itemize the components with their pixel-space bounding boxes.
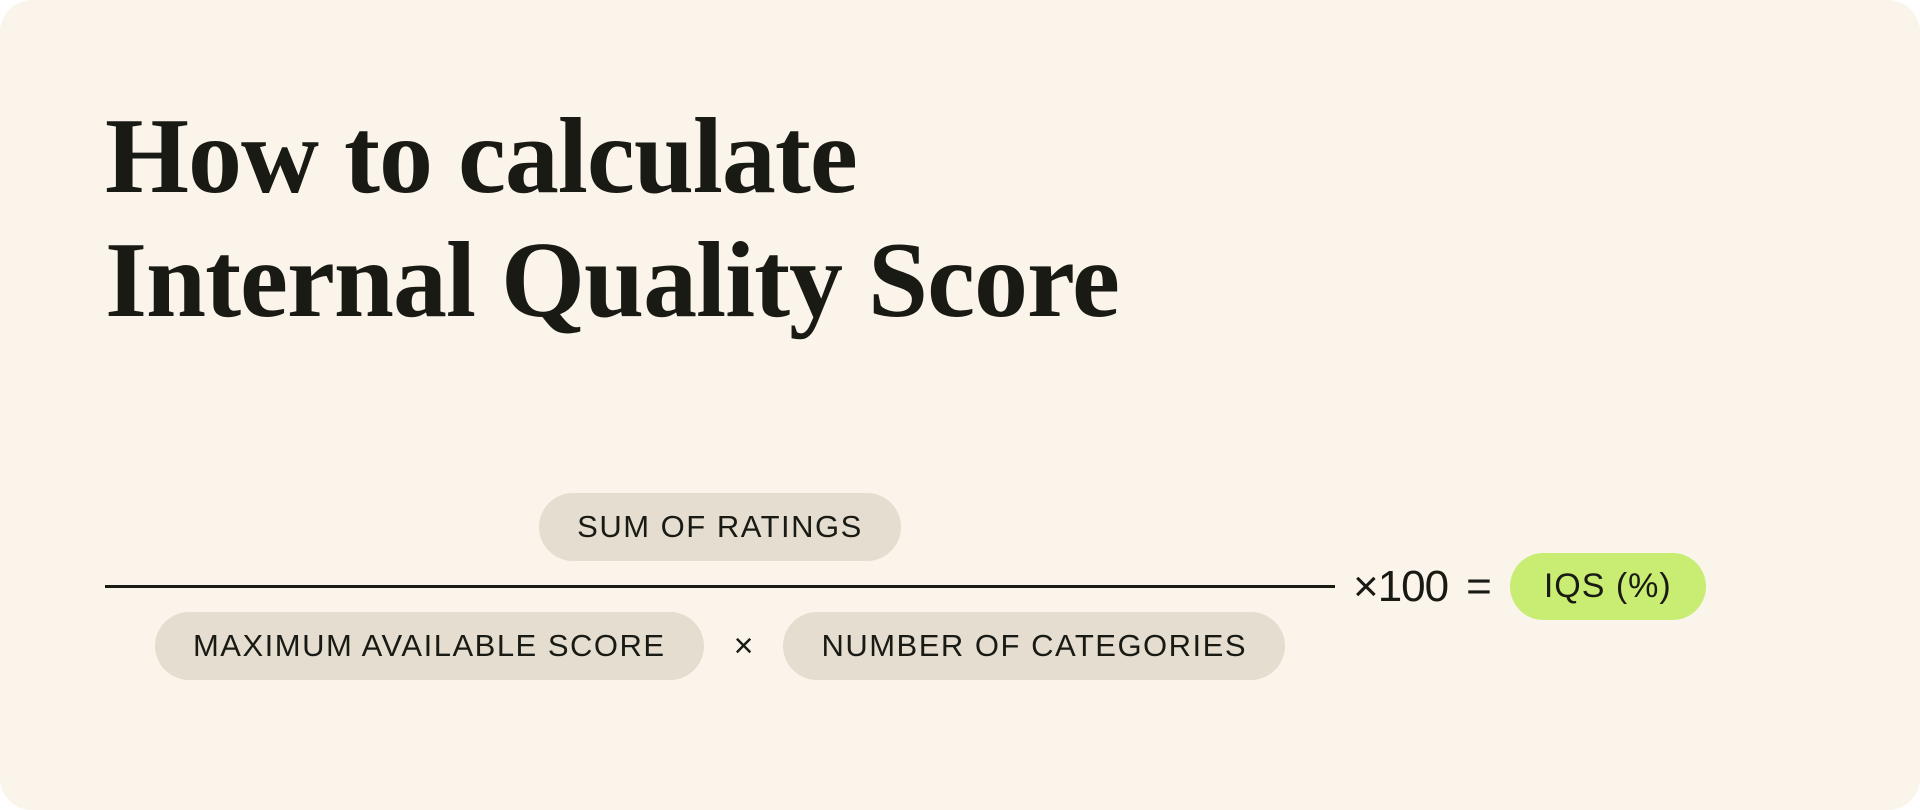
formula-row: SUM OF RATINGS MAXIMUM AVAILABLE SCORE ×… <box>105 493 1820 680</box>
numerator-pill: SUM OF RATINGS <box>539 493 901 561</box>
fraction-bar <box>105 585 1335 588</box>
denominator: MAXIMUM AVAILABLE SCORE × NUMBER OF CATE… <box>155 612 1285 680</box>
formula-card: How to calculate Internal Quality Score … <box>0 0 1920 810</box>
equals-sign: = <box>1466 562 1492 612</box>
title-line-1: How to calculate <box>105 97 857 216</box>
denominator-right-pill: NUMBER OF CATEGORIES <box>783 612 1285 680</box>
result-pill: IQS (%) <box>1510 553 1706 620</box>
fraction: SUM OF RATINGS MAXIMUM AVAILABLE SCORE ×… <box>105 493 1335 680</box>
title-line-2: Internal Quality Score <box>105 221 1119 340</box>
denominator-left-pill: MAXIMUM AVAILABLE SCORE <box>155 612 704 680</box>
numerator: SUM OF RATINGS <box>539 493 901 561</box>
times-hundred: ×100 <box>1353 562 1448 612</box>
card-title: How to calculate Internal Quality Score <box>105 95 1820 343</box>
times-operator: × <box>734 627 754 666</box>
